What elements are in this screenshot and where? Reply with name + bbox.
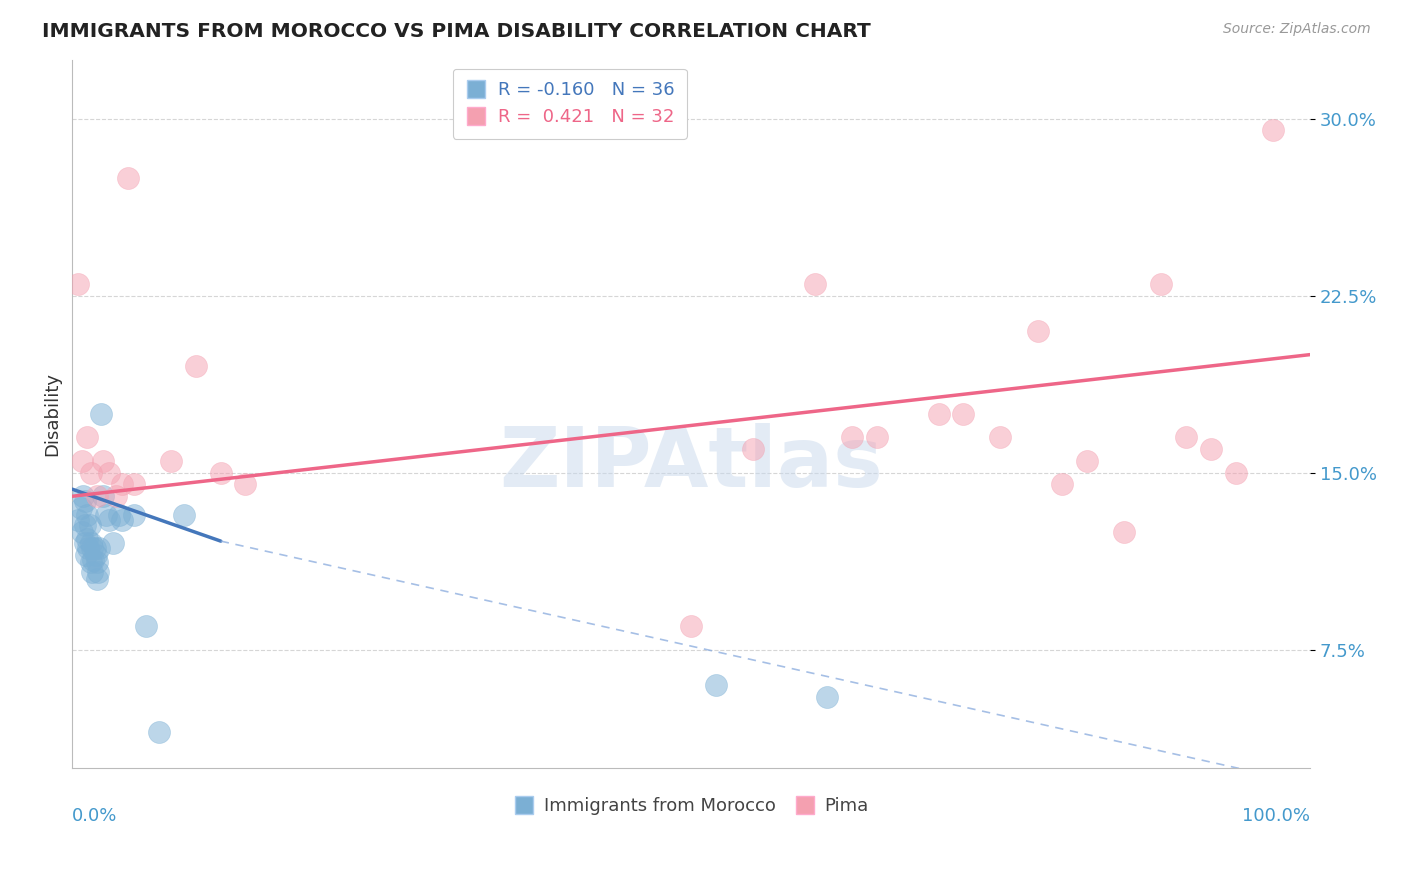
Point [704, 678, 727, 692]
Point [1225, 466, 1247, 480]
Point [184, 359, 207, 374]
Point [1052, 477, 1074, 491]
Point [76, 508, 98, 523]
Point [70, 454, 93, 468]
Point [79, 517, 101, 532]
Point [73, 536, 96, 550]
Y-axis label: Disability: Disability [44, 372, 60, 456]
Point [98, 513, 121, 527]
Point [80, 565, 103, 579]
Point [67, 513, 90, 527]
Point [70, 524, 93, 539]
Point [117, 170, 139, 185]
Point [679, 619, 702, 633]
Point [1261, 123, 1284, 137]
Point [952, 407, 974, 421]
Point [1114, 524, 1136, 539]
Point [84, 549, 107, 563]
Point [73, 494, 96, 508]
Point [86, 555, 108, 569]
Point [1150, 277, 1173, 291]
Point [86, 489, 108, 503]
Point [80, 466, 103, 480]
Point [89, 541, 111, 556]
Point [83, 541, 105, 556]
Point [86, 572, 108, 586]
Point [235, 477, 257, 491]
Point [173, 508, 195, 523]
Point [75, 549, 97, 563]
Point [76, 532, 98, 546]
Text: ZIPAtlas: ZIPAtlas [499, 423, 883, 504]
Point [80, 555, 103, 569]
Point [98, 466, 121, 480]
Point [94, 508, 117, 523]
Point [91, 489, 114, 503]
Point [160, 454, 183, 468]
Point [815, 690, 838, 704]
Point [841, 430, 863, 444]
Point [82, 553, 104, 567]
Point [1026, 324, 1049, 338]
Point [101, 536, 124, 550]
Point [866, 430, 889, 444]
Point [1175, 430, 1198, 444]
Text: 100.0%: 100.0% [1241, 806, 1310, 824]
Point [148, 725, 170, 739]
Point [87, 565, 110, 579]
Point [122, 508, 145, 523]
Point [73, 517, 96, 532]
Point [90, 407, 112, 421]
Point [80, 536, 103, 550]
Point [77, 541, 100, 556]
Point [91, 454, 114, 468]
Point [742, 442, 765, 456]
Text: 0.0%: 0.0% [72, 806, 118, 824]
Text: Source: ZipAtlas.com: Source: ZipAtlas.com [1223, 22, 1371, 37]
Point [122, 477, 145, 491]
Point [67, 277, 90, 291]
Point [104, 489, 127, 503]
Text: IMMIGRANTS FROM MOROCCO VS PIMA DISABILITY CORRELATION CHART: IMMIGRANTS FROM MOROCCO VS PIMA DISABILI… [42, 22, 870, 41]
Point [72, 489, 94, 503]
Point [804, 277, 827, 291]
Point [990, 430, 1012, 444]
Point [111, 477, 134, 491]
Legend: Immigrants from Morocco, Pima: Immigrants from Morocco, Pima [506, 790, 876, 822]
Point [135, 619, 157, 633]
Point [108, 508, 131, 523]
Point [928, 407, 950, 421]
Point [1076, 454, 1098, 468]
Point [70, 501, 93, 516]
Point [111, 513, 134, 527]
Point [76, 430, 98, 444]
Point [1199, 442, 1222, 456]
Point [80, 541, 103, 556]
Point [209, 466, 232, 480]
